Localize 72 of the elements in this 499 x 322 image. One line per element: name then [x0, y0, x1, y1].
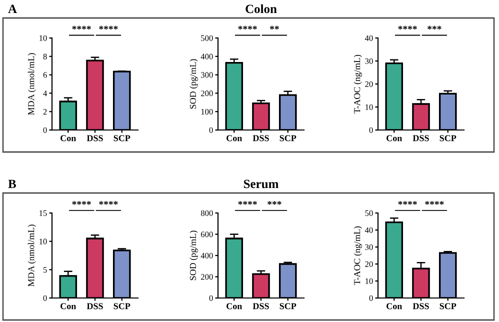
y-tick-label: 2 — [43, 108, 47, 114]
x-tick-label: SCP — [280, 303, 296, 310]
y-tick-label: 0 — [369, 295, 373, 301]
y-tick-label: 0 — [209, 127, 213, 133]
x-tick-label: Con — [60, 303, 76, 310]
x-tick-label: DSS — [252, 303, 269, 310]
text: **** — [238, 26, 257, 30]
y-axis-title: MDA (nmol/mL) — [28, 53, 36, 115]
text: **** — [425, 201, 444, 205]
y-tick-label: 10 — [366, 278, 373, 284]
y-tick-label: 50 — [365, 210, 373, 216]
text: **** — [99, 201, 118, 205]
x-tick-label: DSS — [86, 303, 103, 310]
y-tick-label: 0 — [369, 127, 373, 133]
text: **** — [398, 201, 417, 205]
x-tick-label: DSS — [412, 135, 429, 142]
chart-title: Serum — [244, 180, 278, 188]
y-tick-label: 30 — [365, 244, 373, 250]
y-tick-label: 5 — [43, 267, 47, 273]
x-tick-label: SCP — [440, 303, 456, 310]
y-axis-title: SOD (pg/mL) — [190, 230, 198, 280]
x-tick-label: Con — [226, 303, 242, 310]
y-tick-label: 10 — [40, 238, 47, 244]
text: ** — [270, 26, 279, 30]
x-tick-label: Con — [226, 135, 242, 142]
text: **** — [398, 26, 417, 30]
y-axis-title: SOD (pg/mL) — [190, 59, 198, 109]
y-tick-label: 600 — [200, 232, 213, 238]
text: **** — [72, 201, 91, 205]
y-axis-title: MDA (nmol/mL) — [28, 224, 36, 286]
y-tick-label: 400 — [200, 252, 213, 258]
y-tick-label: 15 — [40, 210, 47, 216]
y-tick-label: 20 — [365, 261, 373, 267]
x-tick-label: DSS — [252, 135, 269, 142]
x-tick-label: Con — [386, 135, 402, 142]
y-axis-title: T-AOC (ng/mL) — [354, 226, 362, 285]
chart-title: Colon — [246, 4, 277, 14]
text: **** — [72, 26, 91, 30]
x-tick-label: Con — [60, 135, 76, 142]
y-tick-label: 4 — [43, 90, 48, 96]
y-axis-title: T-AOC (ng/mL) — [354, 54, 362, 114]
y-tick-label: 400 — [200, 54, 213, 60]
y-tick-label: 20 — [365, 81, 373, 87]
y-tick-label: 30 — [365, 58, 373, 64]
x-tick-label: SCP — [280, 135, 296, 142]
y-tick-label: 10 — [40, 35, 47, 41]
y-tick-label: 0 — [209, 295, 213, 301]
y-tick-label: 0 — [43, 127, 47, 133]
x-tick-label: Con — [386, 303, 402, 310]
text: B — [8, 180, 16, 188]
y-tick-label: 800 — [200, 210, 213, 216]
x-tick-label: SCP — [114, 303, 130, 310]
x-tick-label: DSS — [412, 303, 429, 310]
y-tick-label: 100 — [201, 108, 213, 115]
x-tick-label: SCP — [114, 135, 130, 142]
y-tick-label: 500 — [201, 35, 213, 41]
y-tick-label: 10 — [366, 104, 373, 110]
y-tick-label: 300 — [201, 72, 213, 78]
text: **** — [238, 201, 257, 205]
y-tick-label: 200 — [201, 274, 213, 280]
text: *** — [268, 201, 282, 205]
text: *** — [428, 26, 442, 30]
text: A — [8, 4, 17, 14]
y-tick-label: 6 — [43, 72, 47, 78]
y-tick-label: 8 — [43, 54, 47, 60]
text: **** — [99, 26, 118, 30]
y-tick-label: 40 — [364, 227, 373, 233]
y-tick-label: 0 — [43, 295, 47, 301]
x-tick-label: SCP — [440, 135, 456, 142]
y-tick-label: 200 — [201, 90, 213, 96]
x-tick-label: DSS — [86, 135, 103, 142]
y-tick-label: 40 — [364, 35, 373, 41]
